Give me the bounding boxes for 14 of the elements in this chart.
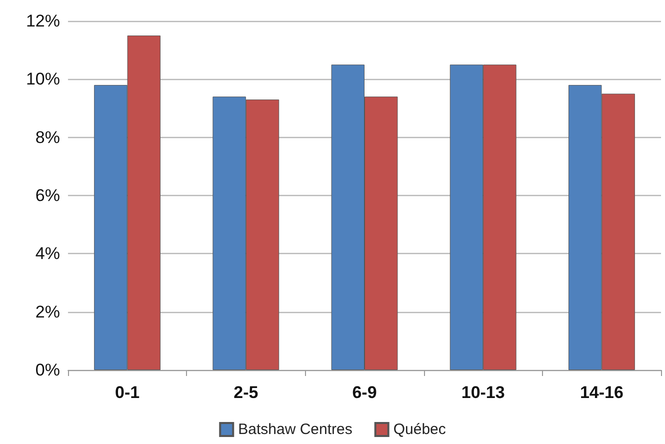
legend-label: Batshaw Centres [238, 421, 352, 438]
legend-label: Québec [393, 421, 446, 438]
x-tick-label: 6-9 [352, 383, 377, 402]
y-tick-label: 6% [35, 186, 60, 205]
y-tick-label: 8% [35, 128, 60, 147]
y-tick-label: 0% [35, 360, 60, 380]
y-tick-label: 2% [35, 302, 60, 322]
y-tick-label: 4% [35, 244, 60, 264]
y-tick-label: 12% [26, 12, 60, 30]
x-tick-label: 0-1 [115, 383, 140, 402]
x-tick-label: 14-16 [580, 383, 624, 402]
y-tick-label: 10% [26, 70, 60, 89]
x-tick-label: 2-5 [234, 383, 258, 402]
x-tick-label: 10-13 [461, 383, 505, 402]
